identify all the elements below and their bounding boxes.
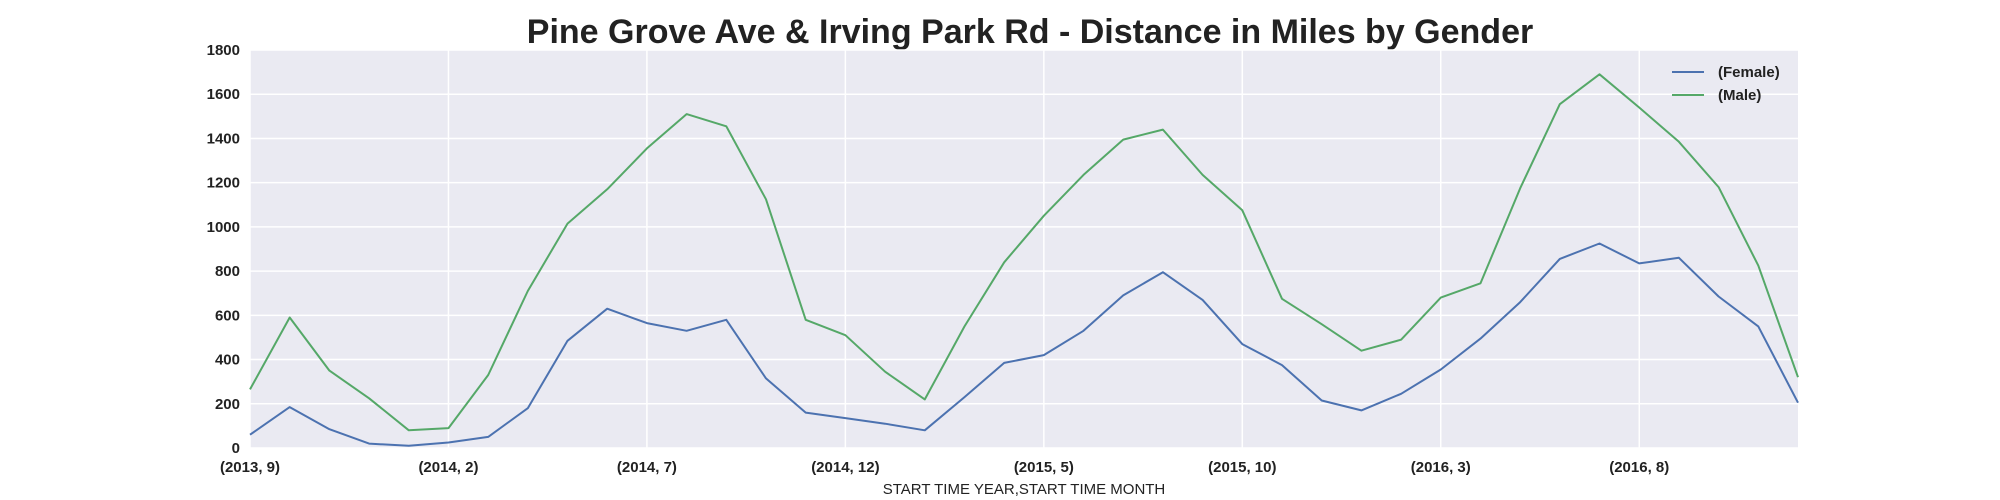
x-tick-label: (2016, 3) [1411, 459, 1471, 476]
x-tick-label: (2015, 10) [1208, 459, 1276, 476]
y-tick-label: 1000 [207, 219, 240, 236]
x-tick-label: (2014, 12) [811, 459, 879, 476]
y-tick-label: 200 [215, 396, 240, 413]
y-tick-label: 400 [215, 352, 240, 369]
legend: (Female) (Male) [1672, 64, 1780, 104]
y-tick-label: 1800 [207, 42, 240, 59]
legend-label: (Female) [1718, 64, 1780, 81]
plot-area [250, 50, 1798, 448]
chart-title: Pine Grove Ave & Irving Park Rd - Distan… [527, 13, 1533, 51]
x-axis-ticks: (2013, 9) (2014, 2) (2014, 7) (2014, 12) (20… [220, 459, 1669, 476]
gridlines [249, 49, 1798, 449]
legend-label: (Male) [1718, 87, 1761, 104]
y-tick-label: 1400 [207, 130, 240, 147]
x-tick-label: (2013, 9) [220, 459, 280, 476]
y-tick-label: 1200 [207, 175, 240, 192]
x-axis-label: START TIME YEAR,START TIME MONTH [883, 481, 1166, 498]
series-lines [249, 73, 1799, 447]
y-tick-label: 1600 [207, 86, 240, 103]
y-tick-label: 800 [215, 263, 240, 280]
y-tick-label: 0 [232, 440, 240, 457]
series-line-female [249, 242, 1799, 447]
x-tick-label: (2015, 5) [1014, 459, 1074, 476]
x-tick-label: (2016, 8) [1609, 459, 1669, 476]
x-tick-label: (2014, 2) [418, 459, 478, 476]
y-tick-label: 600 [215, 307, 240, 324]
series-line-male [249, 73, 1799, 432]
y-axis-ticks: 0 200 400 600 800 1000 1200 1400 1600 1800 [207, 42, 240, 457]
x-tick-label: (2014, 7) [617, 459, 677, 476]
